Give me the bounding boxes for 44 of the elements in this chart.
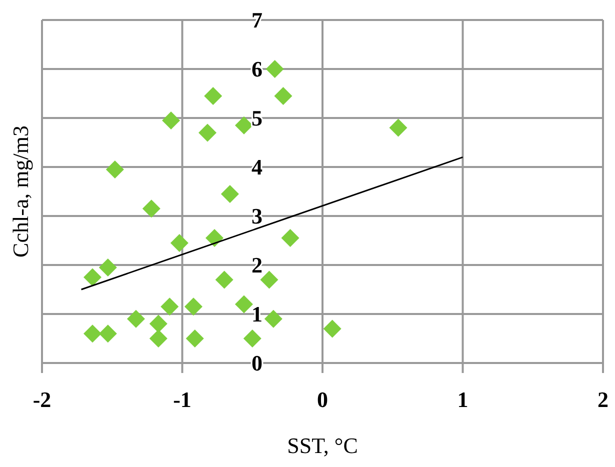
point xyxy=(198,124,216,142)
point xyxy=(162,111,180,130)
y-tick-label: 4 xyxy=(252,154,262,180)
point xyxy=(106,160,124,178)
point xyxy=(264,310,282,328)
point xyxy=(184,298,202,316)
y-tick-label: 5 xyxy=(252,106,262,131)
y-tick-label: 7 xyxy=(252,8,262,33)
point xyxy=(274,86,292,105)
point xyxy=(206,229,224,248)
point xyxy=(260,270,278,289)
point xyxy=(98,324,117,343)
point xyxy=(149,330,168,348)
point xyxy=(170,234,188,252)
point xyxy=(83,268,102,286)
y-tick-label: 0 xyxy=(252,350,262,376)
point xyxy=(149,314,168,333)
x-axis-title: SST, °C xyxy=(287,433,358,458)
y-axis-title: Cchl-a, mg/m3 xyxy=(8,126,33,258)
point xyxy=(98,258,117,276)
point xyxy=(234,295,253,314)
y-tick-label: 3 xyxy=(252,204,262,229)
point xyxy=(142,200,160,218)
point xyxy=(243,330,262,348)
point xyxy=(389,118,408,137)
point xyxy=(186,330,204,348)
point xyxy=(234,116,253,134)
point xyxy=(323,320,342,338)
point xyxy=(160,298,179,316)
point xyxy=(281,229,300,248)
point xyxy=(204,86,222,105)
y-tick-label: 6 xyxy=(252,56,262,82)
point xyxy=(266,60,284,78)
point xyxy=(126,310,145,328)
point xyxy=(220,184,239,203)
x-tick-label: 0 xyxy=(317,387,328,412)
x-tick-label: -2 xyxy=(32,387,52,412)
point xyxy=(83,324,102,343)
y-tick-label: 1 xyxy=(252,302,262,327)
x-tick-label: 1 xyxy=(457,387,468,412)
x-tick-label: 2 xyxy=(598,387,608,412)
y-tick-label: 2 xyxy=(252,252,262,278)
point xyxy=(215,270,234,289)
x-tick-label: -1 xyxy=(173,387,192,412)
